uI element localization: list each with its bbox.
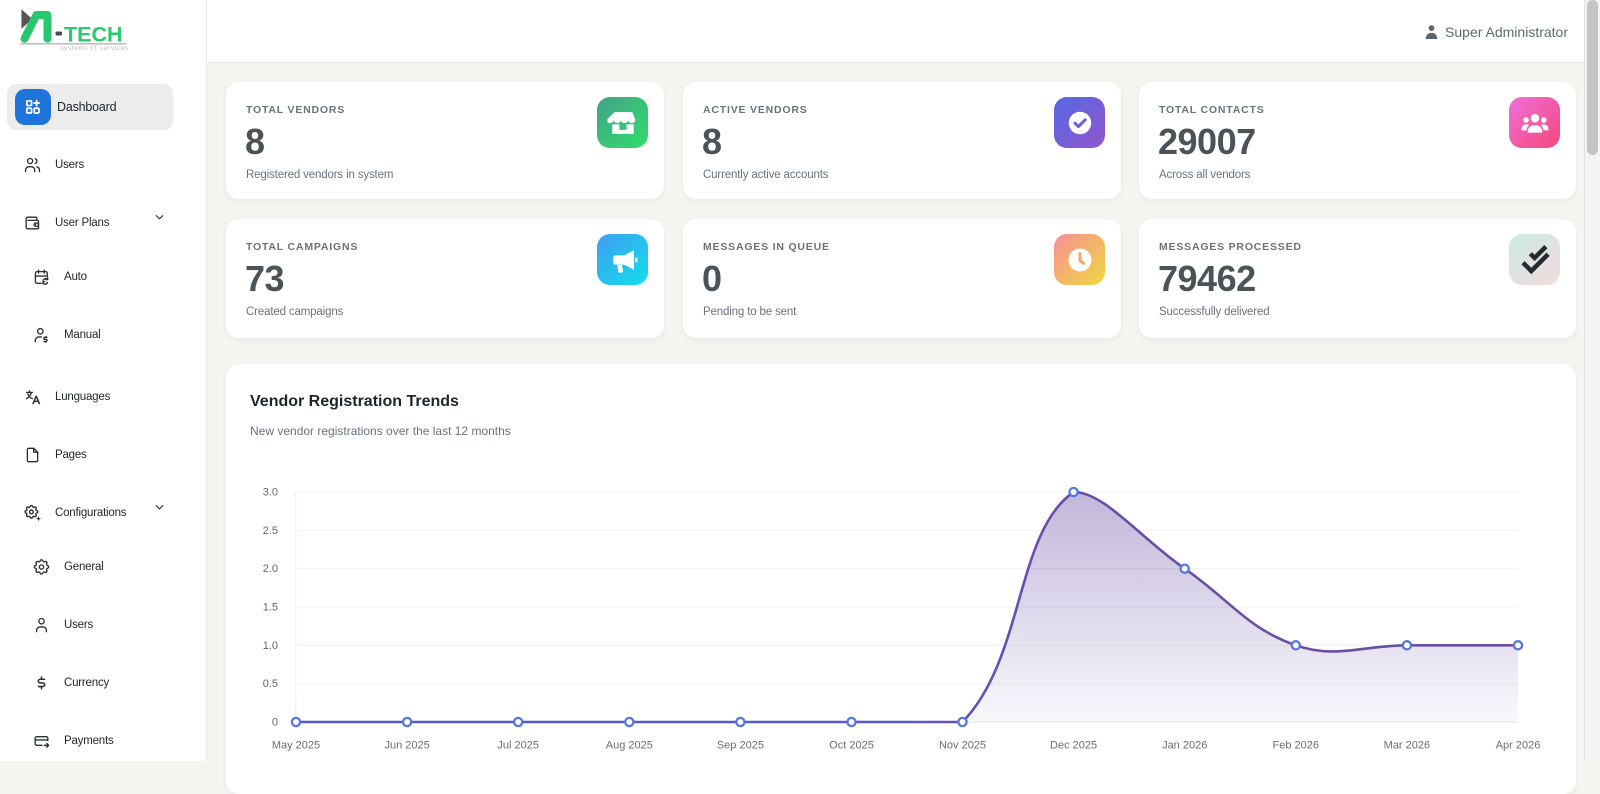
svg-text:Jun 2025: Jun 2025 — [384, 740, 429, 752]
svg-text:Jul 2025: Jul 2025 — [497, 740, 539, 752]
svg-text:May 2025: May 2025 — [272, 740, 320, 752]
svg-text:1.0: 1.0 — [263, 640, 278, 652]
svg-text:Jan 2026: Jan 2026 — [1162, 740, 1207, 752]
svg-text:2.0: 2.0 — [263, 563, 278, 575]
svg-text:Sep 2025: Sep 2025 — [717, 740, 764, 752]
svg-text:Feb 2026: Feb 2026 — [1273, 740, 1319, 752]
svg-text:Mar 2026: Mar 2026 — [1384, 740, 1430, 752]
svg-text:Oct 2025: Oct 2025 — [829, 740, 874, 752]
svg-text:systems IT services: systems IT services — [60, 45, 128, 52]
svg-text:0: 0 — [272, 717, 278, 729]
svg-text:0.5: 0.5 — [263, 678, 278, 690]
svg-text:Nov 2025: Nov 2025 — [939, 740, 986, 752]
svg-text:TECH: TECH — [64, 22, 123, 46]
svg-text:Dec 2025: Dec 2025 — [1050, 740, 1097, 752]
svg-text:2.5: 2.5 — [263, 525, 278, 537]
svg-text:3.0: 3.0 — [263, 487, 278, 499]
svg-text:Apr 2026: Apr 2026 — [1496, 740, 1541, 752]
svg-text:1.5: 1.5 — [263, 602, 278, 614]
svg-text:Aug 2025: Aug 2025 — [606, 740, 653, 752]
